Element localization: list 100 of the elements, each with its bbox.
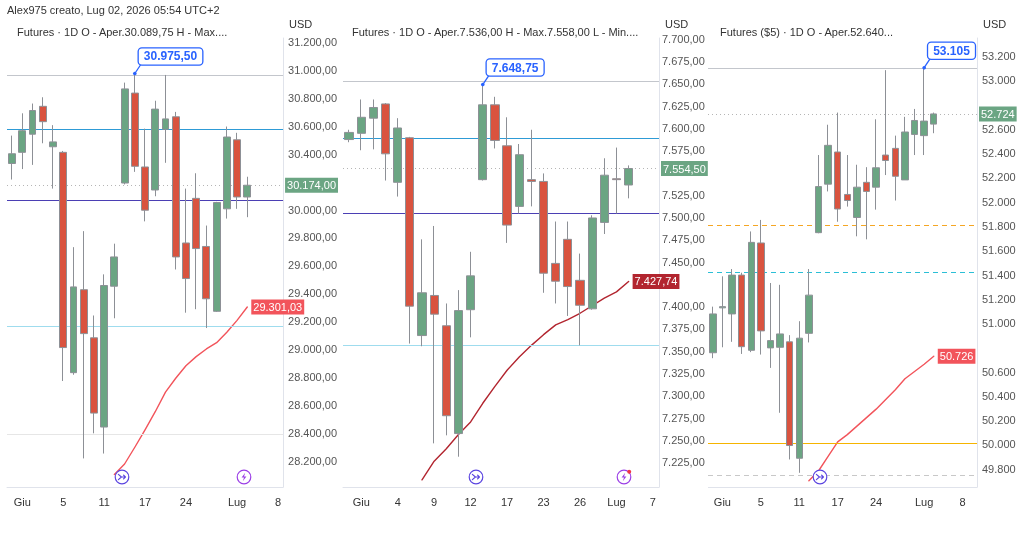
- y-tick-label: 51.200: [982, 292, 1016, 305]
- candlestick: [8, 135, 16, 181]
- candlestick: [709, 306, 717, 359]
- x-tick-label: 8: [274, 495, 282, 508]
- candlestick: [563, 221, 572, 317]
- x-tick-label: 23: [537, 495, 550, 508]
- candlestick: [776, 284, 784, 414]
- candlestick: [757, 219, 765, 356]
- candlestick: [417, 238, 427, 347]
- y-tick-label: 29.200,00: [288, 315, 337, 328]
- y-tick-label: 7.400,00: [662, 300, 705, 313]
- x-tick-label: 11: [793, 495, 805, 508]
- candlestick: [70, 246, 77, 376]
- candlestick: [80, 230, 88, 459]
- y-tick-label: 30.400,00: [288, 147, 337, 160]
- candlestick: [863, 166, 870, 240]
- y-tick-label: 7.325,00: [662, 366, 705, 379]
- candlestick: [162, 74, 169, 164]
- annotation: 53.105: [933, 43, 971, 58]
- y-tick-label: 7.475,00: [662, 233, 705, 246]
- candlestick: [110, 243, 118, 319]
- y-tick-label: 28.200,00: [288, 454, 337, 467]
- y-tick-label: 51.000: [982, 317, 1016, 330]
- candlestick: [853, 164, 861, 237]
- y-tick-label: 53.000: [982, 74, 1016, 87]
- x-tick-label: Lug: [607, 495, 626, 508]
- candlestick: [151, 100, 159, 197]
- y-tick-label: 7.300,00: [662, 389, 705, 402]
- x-tick-label: 24: [870, 495, 883, 508]
- x-tick-label: Lug: [227, 495, 247, 508]
- y-tick-label: 51.400: [982, 268, 1016, 281]
- y-tick-label: 7.525,00: [662, 188, 705, 201]
- candlestick: [18, 112, 26, 170]
- candlestick: [357, 98, 366, 151]
- y-tick-label: 7.700,00: [662, 32, 705, 45]
- y-tick-label: 29.600,00: [288, 259, 337, 272]
- y-tick-label: 31.200,00: [288, 36, 337, 49]
- y-tick-label: 50.600: [982, 365, 1016, 378]
- y-axis-title: USD: [289, 17, 313, 30]
- y-tick-label: 29.000,00: [288, 342, 337, 355]
- y-tick-label: 7.375,00: [662, 322, 705, 335]
- annotation: 30.975,50: [143, 49, 198, 64]
- y-tick-label: 30.800,00: [288, 91, 337, 104]
- candlestick: [454, 289, 463, 458]
- x-tick-label: 26: [573, 495, 587, 508]
- candlestick: [527, 129, 536, 207]
- candlestick: [575, 253, 585, 346]
- candlestick: [344, 129, 354, 143]
- x-tick-label: 8: [959, 495, 966, 508]
- candlestick: [59, 150, 67, 382]
- y-tick-label: 28.800,00: [288, 370, 337, 383]
- candlestick: [515, 143, 524, 214]
- x-tick-label: Lug: [914, 495, 934, 508]
- candlestick: [121, 82, 129, 185]
- x-tick-label: 4: [394, 495, 401, 508]
- y-tick-label: 52.000: [982, 195, 1016, 208]
- candlestick: [243, 176, 251, 218]
- ref-line-label: 30.174,00: [287, 179, 336, 192]
- candlestick: [796, 320, 803, 474]
- y-tick-label: 51.800: [982, 219, 1016, 232]
- x-tick-label: 24: [179, 495, 193, 508]
- x-tick-label: 11: [98, 495, 110, 508]
- y-tick-label: 7.450,00: [662, 255, 705, 268]
- candlestick: [930, 112, 937, 134]
- candlestick: [442, 302, 451, 436]
- chart-title: Futures · 1D O - Aper.7.536,00 H - Max.7.558,00 L - Min....: [352, 25, 639, 38]
- x-tick-label: 9: [431, 495, 438, 508]
- candlestick: [892, 135, 899, 202]
- candlestick: [600, 157, 609, 235]
- y-tick-label: 52.400: [982, 147, 1016, 160]
- candlestick: [824, 124, 832, 192]
- candlestick: [901, 116, 909, 181]
- candlestick: [29, 103, 36, 166]
- candlestick: [430, 225, 439, 444]
- candlestick: [223, 126, 231, 220]
- x-tick-label: 12: [464, 495, 477, 508]
- y-tick-label: 7.250,00: [662, 433, 705, 446]
- x-tick-label: 17: [831, 495, 844, 508]
- ref-line-label: 52.724: [981, 107, 1015, 120]
- candlestick: [719, 275, 726, 348]
- y-tick-label: 7.675,00: [662, 55, 705, 68]
- x-tick-label: 5: [757, 495, 764, 508]
- y-tick-label: 7.275,00: [662, 411, 705, 424]
- candlestick: [172, 111, 180, 270]
- x-tick-label: Giu: [713, 495, 731, 508]
- y-tick-label: 28.400,00: [288, 426, 337, 439]
- candlestick: [393, 117, 402, 198]
- candlestick: [728, 268, 736, 343]
- annotation: 7.648,75: [491, 60, 539, 75]
- y-tick-label: 50.200: [982, 414, 1016, 427]
- y-tick-label: 53.200: [982, 50, 1016, 63]
- y-tick-label: 49.800: [982, 462, 1016, 475]
- y-tick-label: 29.800,00: [288, 231, 337, 244]
- candlestick: [39, 96, 47, 144]
- y-axis-title: USD: [983, 17, 1007, 30]
- y-tick-label: 30.600,00: [288, 119, 337, 132]
- y-tick-label: 28.600,00: [288, 398, 337, 411]
- y-tick-label: 7.600,00: [662, 121, 705, 134]
- candlestick: [502, 116, 512, 244]
- candlestick: [141, 128, 149, 222]
